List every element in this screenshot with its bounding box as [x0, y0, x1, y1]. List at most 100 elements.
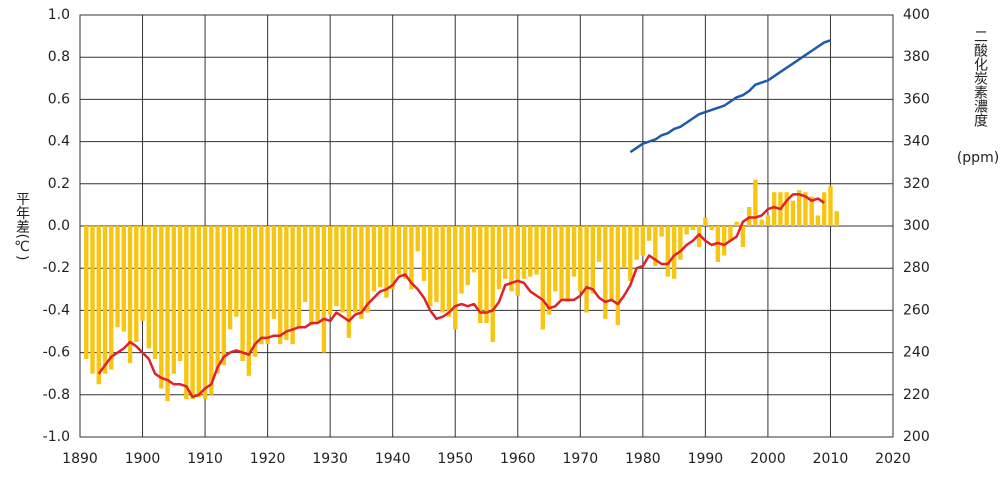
- x-tick-label: 1950: [437, 451, 473, 467]
- x-tick-label: 1930: [312, 451, 348, 467]
- bar: [734, 221, 739, 226]
- bar: [390, 226, 395, 290]
- y2-tick-label: 220: [903, 387, 930, 403]
- y-tick-label: -0.6: [43, 345, 70, 361]
- bar: [528, 226, 533, 277]
- x-tick-label: 2010: [813, 451, 849, 467]
- bar: [215, 226, 220, 374]
- bar: [696, 226, 702, 248]
- x-tick-label: 1910: [187, 451, 223, 467]
- bar: [84, 226, 89, 359]
- bar: [252, 226, 258, 357]
- y-tick-label: 0.8: [48, 49, 70, 65]
- bar: [152, 226, 158, 359]
- bar: [302, 226, 308, 302]
- bar: [115, 226, 120, 328]
- y-tick-label: -1.0: [43, 429, 70, 445]
- bar: [628, 226, 633, 281]
- bar: [640, 226, 646, 256]
- bar: [134, 226, 139, 343]
- x-tick-label: 2000: [750, 451, 786, 467]
- bar: [109, 226, 114, 370]
- bar: [202, 226, 208, 400]
- bar: [271, 226, 277, 319]
- bar: [565, 226, 570, 302]
- bar: [315, 226, 320, 324]
- bar: [309, 226, 314, 326]
- bar: [384, 226, 389, 298]
- bar: [459, 226, 464, 294]
- bar: [327, 226, 333, 315]
- line: [629, 39, 831, 154]
- bar: [290, 226, 295, 345]
- bar: [784, 192, 789, 226]
- y2-tick-label: 280: [903, 260, 930, 276]
- bar: [809, 196, 814, 226]
- y-tick-label: 0.6: [48, 91, 70, 107]
- y-tick-label: 0.4: [48, 134, 70, 150]
- bar: [184, 226, 189, 400]
- y2-tick-label: 320: [903, 176, 930, 192]
- x-tick-label: 1960: [500, 451, 536, 467]
- y2-tick-label: 300: [903, 218, 930, 234]
- bar: [534, 226, 539, 275]
- bar: [371, 226, 377, 292]
- bar: [559, 226, 564, 300]
- bar: [428, 226, 433, 307]
- bar: [603, 226, 608, 319]
- x-tick-label: 1970: [562, 451, 598, 467]
- bar: [421, 226, 427, 281]
- bar: [453, 226, 458, 330]
- bar: [121, 226, 126, 332]
- bar: [490, 226, 495, 343]
- bar: [465, 226, 470, 286]
- bar: [796, 190, 802, 226]
- y-tick-label: 0.2: [48, 176, 70, 192]
- bar: [803, 192, 808, 226]
- bar: [509, 226, 514, 292]
- bar: [171, 226, 177, 374]
- bar: [340, 226, 345, 313]
- bar: [665, 226, 671, 277]
- bar: [415, 226, 420, 252]
- bar: [721, 226, 727, 256]
- bar: [765, 215, 771, 226]
- bar: [90, 226, 95, 374]
- y2-tick-label: 340: [903, 134, 930, 150]
- x-tick-label: 1980: [625, 451, 661, 467]
- y-axis-label: 平年差(℃): [14, 192, 30, 261]
- y-tick-label: -0.2: [43, 260, 70, 276]
- bar: [790, 200, 796, 226]
- bar: [503, 226, 508, 279]
- y2-tick-label: 260: [903, 302, 930, 318]
- bar: [346, 226, 352, 338]
- bar: [165, 226, 170, 402]
- y2-axis-label: 二酸化炭素濃度: [972, 29, 988, 127]
- y2-axis-unit: (ppm): [957, 150, 999, 166]
- y-tick-label: 0.0: [48, 218, 70, 234]
- bar: [596, 226, 602, 262]
- bar: [822, 192, 827, 226]
- x-tick-label: 1890: [62, 451, 98, 467]
- bar: [102, 226, 108, 374]
- bar: [615, 226, 621, 326]
- bar: [728, 226, 733, 241]
- y2-tick-label: 360: [903, 91, 930, 107]
- bar: [377, 226, 383, 288]
- bar: [815, 215, 821, 226]
- bar: [584, 226, 589, 313]
- line: [97, 193, 825, 399]
- x-tick-label: 1920: [250, 451, 286, 467]
- bar: [265, 226, 270, 345]
- bar: [515, 226, 520, 296]
- y-tick-label: -0.8: [43, 387, 70, 403]
- x-tick-label: 1990: [688, 451, 724, 467]
- bar: [227, 226, 233, 330]
- bar: [352, 226, 358, 313]
- bar: [284, 226, 289, 340]
- bar: [678, 226, 683, 260]
- bar: [646, 226, 652, 241]
- bar: [621, 226, 627, 269]
- bar: [446, 226, 452, 317]
- bar: [471, 226, 477, 273]
